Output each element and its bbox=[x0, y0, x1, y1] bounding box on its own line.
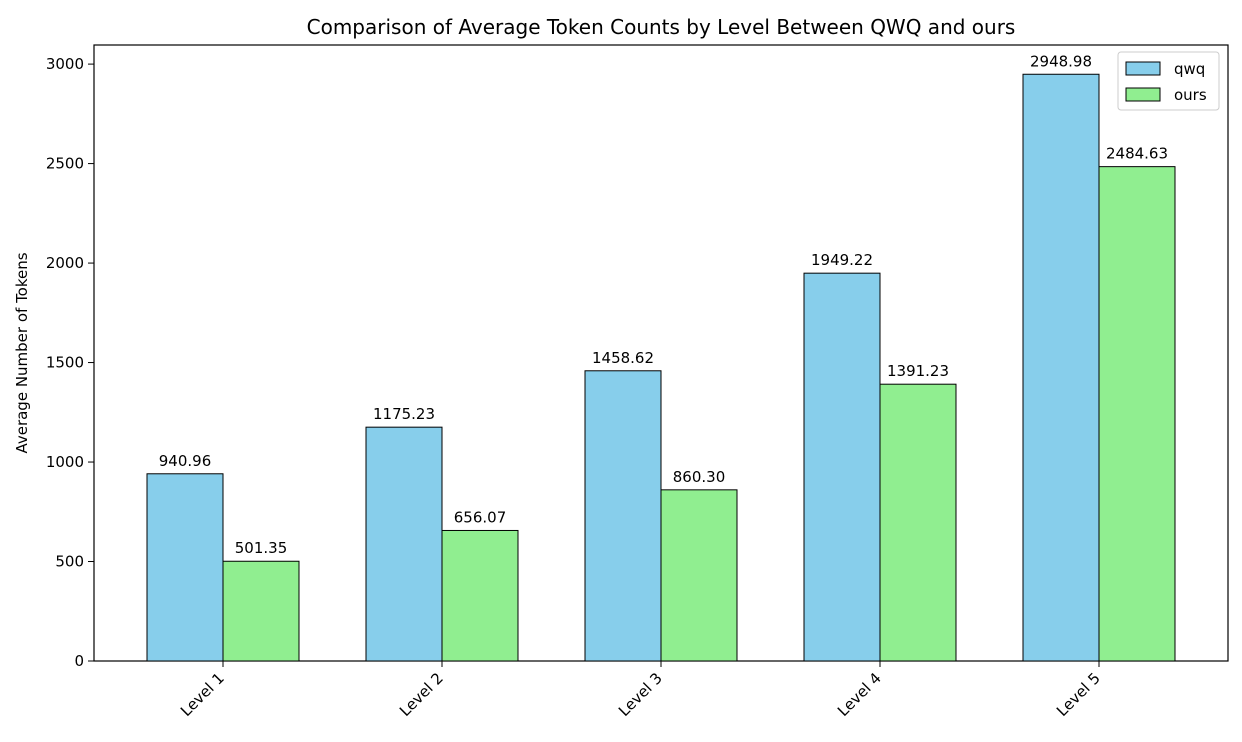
y-tick-label: 3000 bbox=[46, 55, 84, 73]
plot-area: 0 500 1000 1500 2000 2500 3000 Level 1 Level 2 Le… bbox=[46, 44, 1229, 720]
y-tick-label: 1000 bbox=[46, 453, 84, 471]
data-label-qwq-2: 1175.23 bbox=[373, 405, 435, 423]
legend-label-qwq: qwq bbox=[1174, 60, 1205, 78]
data-label-qwq-4: 1949.22 bbox=[811, 251, 873, 269]
data-label-ours-4: 1391.23 bbox=[887, 362, 949, 380]
bar-qwq-1 bbox=[146, 473, 224, 662]
bar-ours-5 bbox=[1098, 166, 1176, 662]
data-label-ours-1: 501.35 bbox=[235, 539, 288, 557]
y-tick-label: 0 bbox=[74, 652, 84, 670]
legend-swatch-ours bbox=[1125, 87, 1161, 102]
x-tick-label: Level 4 bbox=[834, 669, 885, 720]
x-tick-label: Level 2 bbox=[396, 669, 447, 720]
x-tick-label: Level 3 bbox=[615, 669, 666, 720]
legend-swatch-qwq bbox=[1125, 61, 1161, 76]
y-tick-label: 1500 bbox=[46, 354, 84, 372]
data-label-ours-5: 2484.63 bbox=[1106, 145, 1168, 163]
bar-qwq-3 bbox=[584, 370, 662, 662]
bar-ours-3 bbox=[660, 489, 738, 662]
bar-ours-2 bbox=[441, 529, 519, 662]
data-label-ours-2: 656.07 bbox=[454, 508, 507, 526]
bar-qwq-4 bbox=[803, 272, 881, 662]
x-tick-label: Level 1 bbox=[177, 669, 228, 720]
legend-label-ours: ours bbox=[1174, 86, 1207, 104]
bar-ours-4 bbox=[879, 383, 957, 662]
x-tick-label: Level 5 bbox=[1053, 669, 1104, 720]
y-tick-label: 2500 bbox=[46, 155, 84, 173]
legend: qwq ours bbox=[1117, 51, 1220, 111]
data-label-qwq-1: 940.96 bbox=[159, 452, 212, 470]
bar-qwq-5 bbox=[1022, 73, 1100, 662]
y-axis-label: Average Number of Tokens bbox=[13, 252, 31, 453]
data-label-qwq-5: 2948.98 bbox=[1030, 52, 1092, 70]
data-label-qwq-3: 1458.62 bbox=[592, 349, 654, 367]
data-label-ours-3: 860.30 bbox=[673, 468, 726, 486]
chart-title: Comparison of Average Token Counts by Le… bbox=[307, 15, 1016, 39]
y-tick-label: 2000 bbox=[46, 254, 84, 272]
bar-ours-1 bbox=[222, 560, 300, 662]
bar-qwq-2 bbox=[365, 426, 443, 662]
y-tick-label: 500 bbox=[55, 553, 84, 571]
